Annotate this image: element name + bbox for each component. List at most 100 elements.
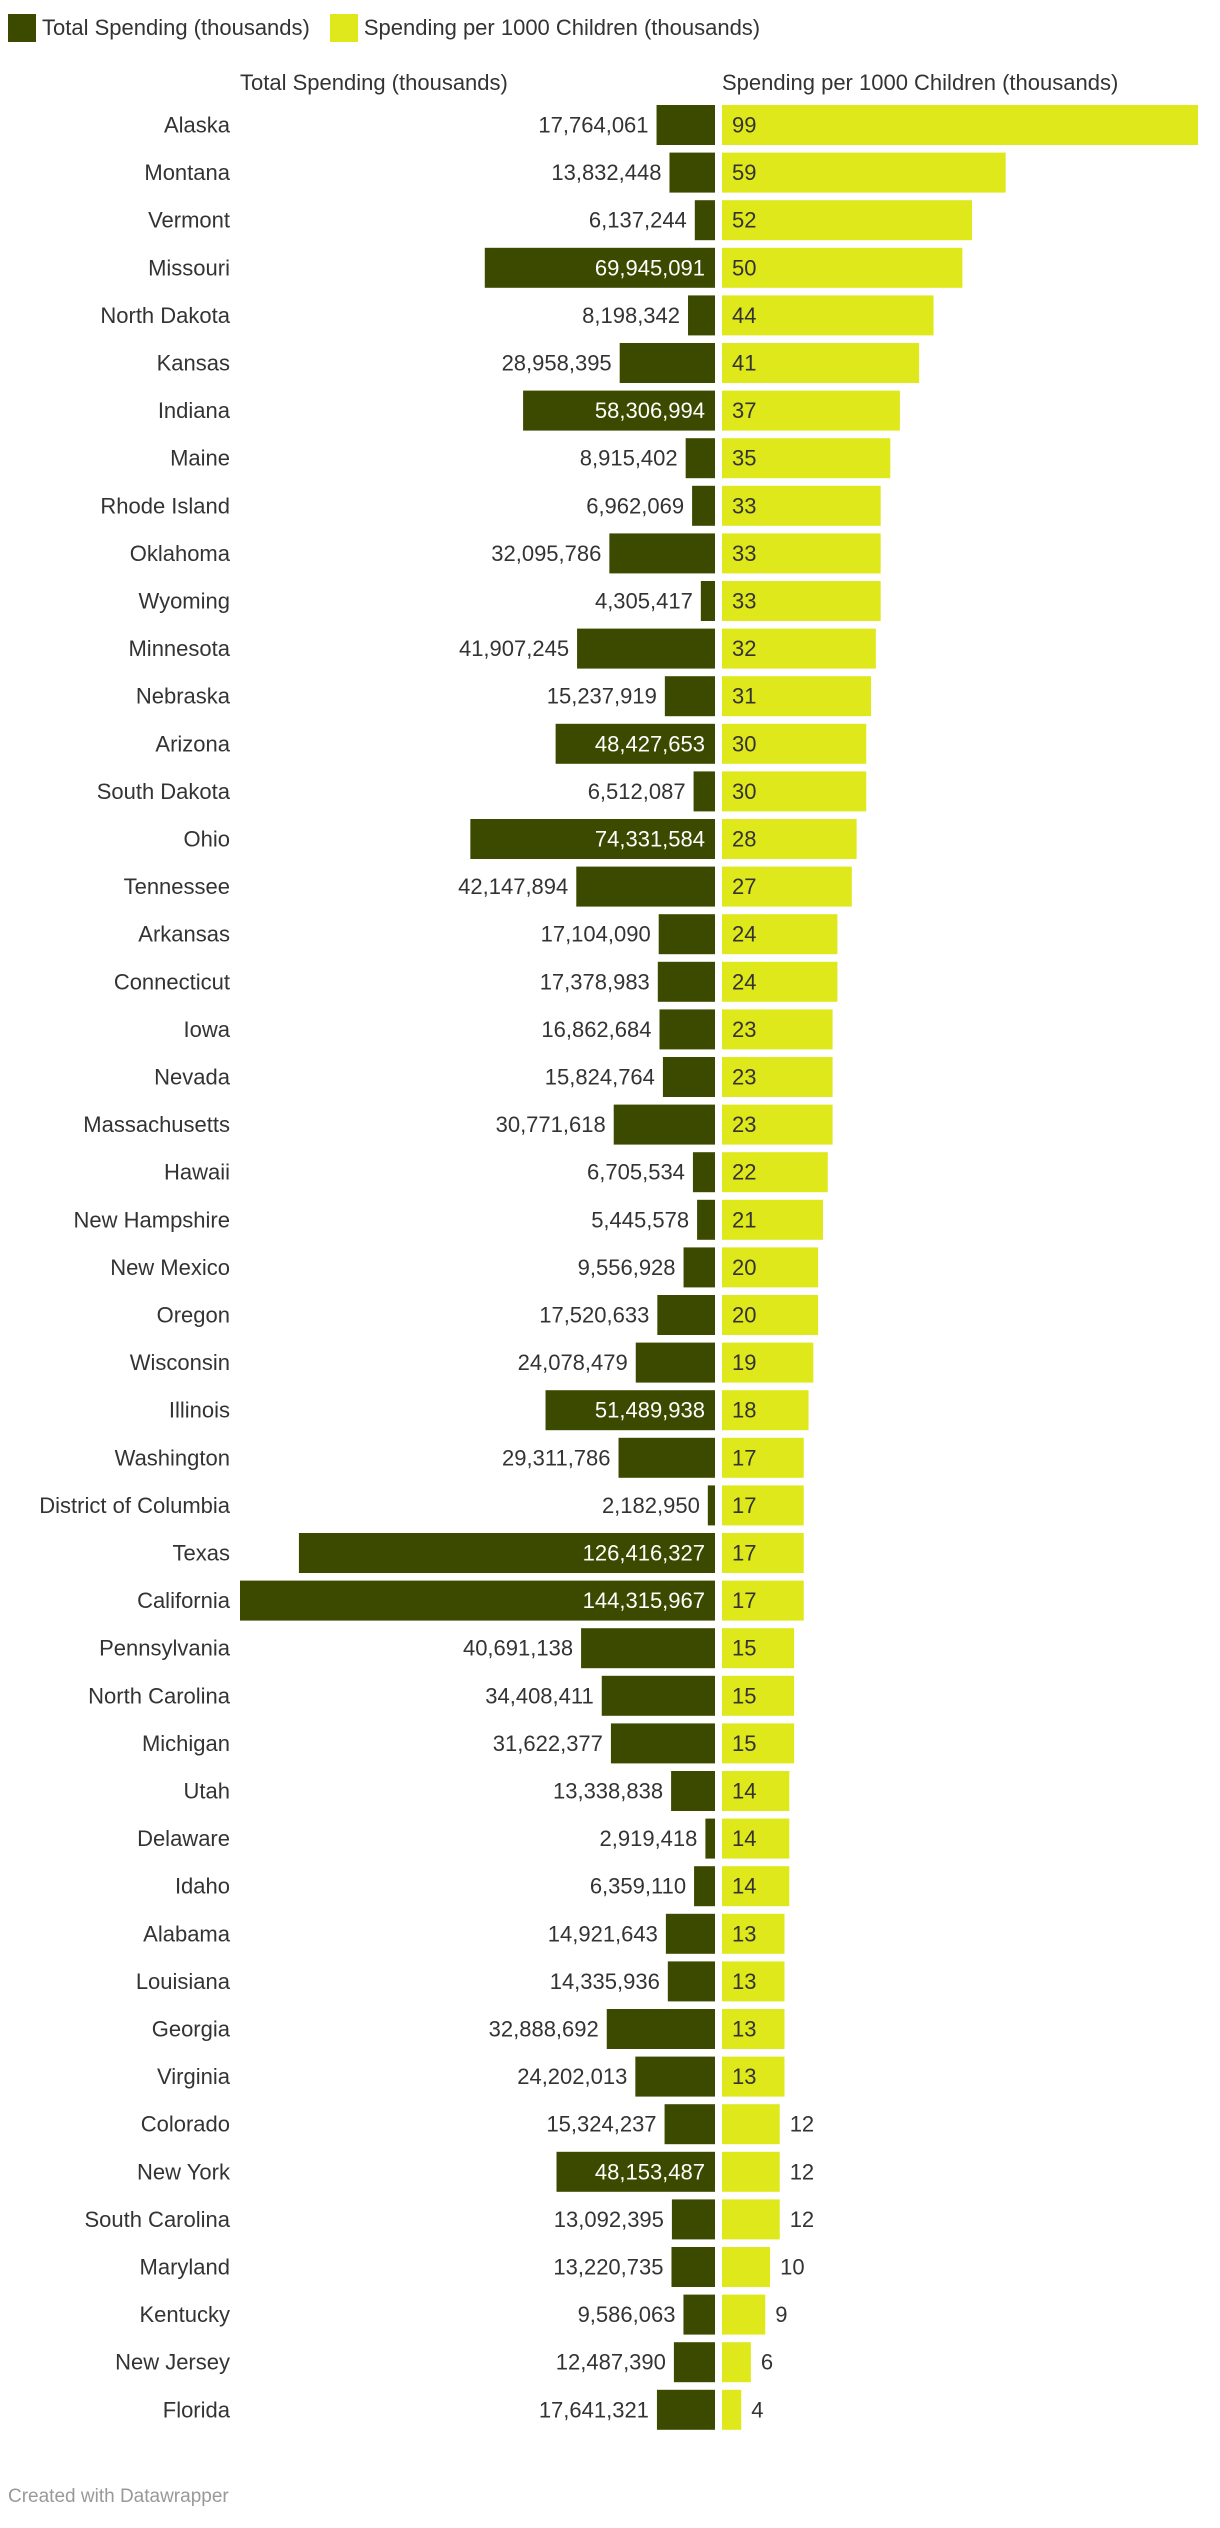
chart-row: Colorado 15,324,237 12	[141, 2104, 814, 2145]
per-child-bar	[722, 2009, 785, 2049]
category-label: Florida	[163, 2397, 231, 2422]
per-child-value: 19	[732, 1350, 756, 1375]
chart-row: Montana 13,832,448 59	[144, 152, 1006, 193]
chart-row: Maine 8,915,402 35	[170, 438, 891, 479]
total-spending-bar	[671, 1771, 715, 1811]
per-child-bar	[722, 771, 867, 812]
chart-row: Texas 126,416,327 17	[173, 1533, 804, 1573]
footer-credit: Created with Datawrapper	[8, 2486, 229, 2507]
per-child-value: 20	[732, 1255, 756, 1280]
chart-row: Wyoming 4,305,417 33	[139, 581, 881, 621]
chart-row: New Mexico 9,556,928 20	[110, 1247, 819, 1288]
per-child-value: 13	[732, 2017, 756, 2042]
chart-row: Missouri 69,945,091 50	[148, 247, 963, 288]
total-spending-value: 8,915,402	[580, 446, 678, 471]
chart-row: District of Columbia 2,182,950 17	[39, 1485, 804, 1526]
per-child-value: 20	[732, 1303, 756, 1328]
per-child-bar	[722, 1247, 819, 1288]
per-child-bar	[722, 1628, 795, 1669]
category-label: North Dakota	[100, 303, 230, 328]
category-label: New Hampshire	[74, 1207, 231, 1232]
category-label: Indiana	[158, 398, 231, 423]
per-child-value: 17	[732, 1541, 756, 1566]
per-child-bar	[722, 1961, 785, 2002]
per-child-bar	[722, 1104, 833, 1145]
category-label: Pennsylvania	[99, 1636, 231, 1661]
category-label: Arizona	[155, 731, 230, 756]
category-label: Montana	[144, 160, 230, 185]
total-spending-bar	[618, 1437, 715, 1478]
legend-item-per-child: Spending per 1000 Children (thousands)	[329, 14, 760, 42]
total-spending-value: 17,764,061	[538, 113, 648, 138]
per-child-value: 99	[732, 113, 756, 138]
per-child-bar	[722, 1295, 819, 1335]
category-label: New Mexico	[110, 1255, 230, 1280]
total-spending-bar	[619, 343, 715, 383]
per-child-value: 24	[732, 969, 756, 994]
chart-row: Alabama 14,921,643 13	[143, 1913, 785, 1954]
category-label: Hawaii	[164, 1160, 230, 1185]
total-spending-value: 15,824,764	[545, 1065, 655, 1090]
chart-row: Oregon 17,520,633 20	[157, 1295, 819, 1335]
total-spending-bar	[673, 2342, 715, 2383]
per-child-value: 12	[790, 2207, 814, 2232]
chart-row: Pennsylvania 40,691,138 15	[99, 1628, 795, 1669]
total-spending-bar	[240, 1580, 715, 1621]
category-label: Iowa	[184, 1017, 231, 1042]
total-spending-value: 5,445,578	[591, 1207, 689, 1232]
total-spending-bar	[610, 1723, 715, 1764]
chart-row: Delaware 2,919,418 14	[137, 1818, 790, 1859]
total-spending-bar	[664, 2104, 715, 2145]
per-child-value: 22	[732, 1160, 756, 1185]
per-child-value: 6	[761, 2350, 773, 2375]
chart-row: Kansas 28,958,395 41	[157, 343, 920, 383]
per-child-value: 23	[732, 1017, 756, 1042]
per-child-value: 21	[732, 1207, 756, 1232]
total-spending-value: 15,237,919	[547, 684, 657, 709]
total-spending-value: 13,092,395	[554, 2207, 664, 2232]
legend-swatch-total	[8, 14, 36, 42]
chart-row: Idaho 6,359,110 14	[175, 1866, 790, 1907]
per-child-bar	[722, 2104, 780, 2145]
total-spending-value: 41,907,245	[459, 636, 569, 661]
category-label: New Jersey	[115, 2350, 230, 2375]
per-child-bar	[722, 390, 900, 431]
chart-row: Alaska 17,764,061 99	[164, 105, 1198, 145]
total-spending-bar	[545, 1390, 715, 1431]
category-label: Colorado	[141, 2112, 230, 2137]
per-child-bar	[722, 105, 1198, 145]
category-label: Kansas	[157, 351, 230, 376]
chart-row: Iowa 16,862,684 23	[184, 1009, 833, 1050]
total-spending-bar	[470, 819, 715, 859]
chart-row: Massachusetts 30,771,618 23	[83, 1104, 833, 1145]
total-spending-value: 8,198,342	[582, 303, 680, 328]
category-label: Maryland	[140, 2255, 230, 2280]
category-label: Oregon	[157, 1303, 230, 1328]
total-spending-value: 13,220,735	[553, 2255, 663, 2280]
per-child-value: 31	[732, 684, 756, 709]
category-label: Kentucky	[140, 2302, 231, 2327]
total-spending-value: 9,556,928	[578, 1255, 676, 1280]
legend-item-total: Total Spending (thousands)	[8, 14, 310, 42]
total-spending-value: 32,095,786	[491, 541, 601, 566]
category-label: Michigan	[142, 1731, 230, 1756]
chart-row: Tennessee 42,147,894 27	[124, 866, 852, 907]
per-child-bar	[722, 343, 920, 383]
legend-label-total: Total Spending (thousands)	[42, 15, 310, 40]
total-spending-bar	[523, 390, 715, 431]
chart-row: New Jersey 12,487,390 6	[115, 2342, 773, 2383]
per-child-bar	[722, 485, 881, 526]
per-child-bar	[722, 914, 838, 955]
total-spending-value: 32,888,692	[489, 2017, 599, 2042]
total-spending-value: 144,315,967	[583, 1588, 705, 1613]
category-label: South Carolina	[84, 2207, 230, 2232]
total-spending-value: 48,427,653	[595, 731, 705, 756]
per-child-bar	[722, 2342, 751, 2383]
chart-row: Virginia 24,202,013 13	[157, 2056, 785, 2097]
total-spending-bar	[685, 438, 715, 479]
chart-row: Oklahoma 32,095,786 33	[130, 533, 881, 574]
per-child-value: 33	[732, 541, 756, 566]
per-child-bar	[722, 1866, 790, 1907]
legend: Total Spending (thousands) Spending per …	[8, 12, 780, 44]
per-child-bar	[722, 2151, 780, 2192]
